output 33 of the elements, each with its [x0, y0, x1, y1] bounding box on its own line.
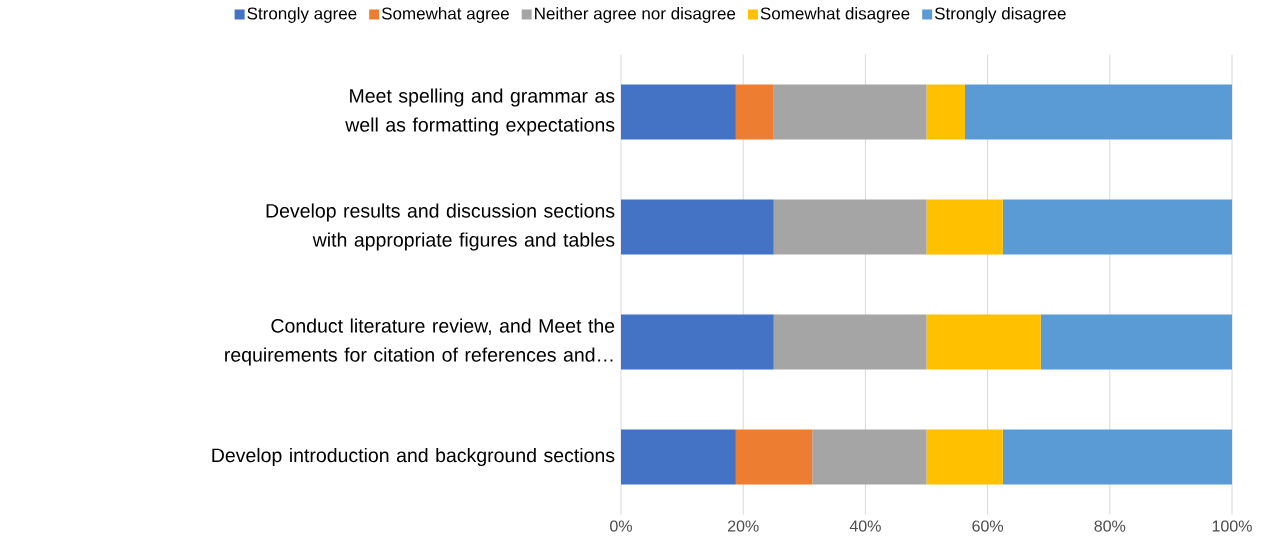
- x-tick-label: 80%: [1094, 520, 1126, 532]
- legend-label: Somewhat agree: [381, 7, 509, 23]
- bar: [735, 84, 774, 140]
- bar: [621, 199, 774, 255]
- y-tick-label: Develop introduction and background sections: [212, 447, 615, 467]
- bar: [1002, 199, 1232, 255]
- bar: [965, 84, 1232, 140]
- bar: [621, 429, 736, 485]
- legend-label: Strongly disagree: [934, 7, 1066, 23]
- bar: [735, 429, 813, 485]
- bar: [812, 429, 927, 485]
- x-tick-label: 40%: [849, 520, 881, 532]
- bar: [926, 84, 965, 140]
- legend-label: Neither agree nor disagree: [535, 7, 736, 23]
- bar: [926, 314, 1041, 370]
- x-tick-label: 60%: [972, 520, 1004, 532]
- x-tick-label: 100%: [1212, 520, 1252, 532]
- y-tick-label: Develop results and discussion sections with appropriate figures and tables: [266, 203, 615, 251]
- x-tick-label: 20%: [727, 520, 759, 532]
- legend-label: Strongly agree: [247, 7, 357, 23]
- bar: [621, 314, 774, 370]
- bar: [1002, 429, 1232, 485]
- bar: [773, 199, 927, 255]
- legend-label: Somewhat disagree: [760, 7, 910, 23]
- bar: [773, 84, 927, 140]
- bar: [621, 84, 736, 140]
- x-tick-label: 0%: [610, 520, 632, 532]
- y-tick-label: Conduct literature review, and Meet the requirements for citation of references and…: [225, 318, 615, 366]
- bar: [926, 429, 1003, 485]
- bar: [773, 314, 927, 370]
- y-tick-label: Meet spelling and grammar as well as formatting expectations: [345, 88, 615, 136]
- bar: [1040, 314, 1232, 370]
- bar: [926, 199, 1003, 255]
